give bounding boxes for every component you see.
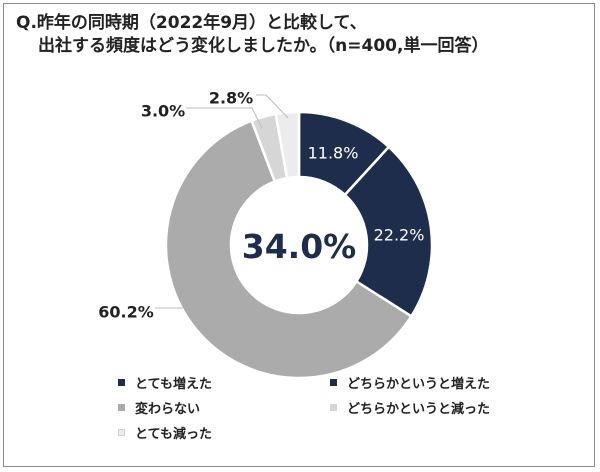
legend-item-2: 変わらない [118, 398, 330, 417]
donut-slice-2 [164, 119, 414, 380]
data-label-4: 2.8% [209, 89, 253, 108]
chart-title: Q.昨年の同時期（2022年9月）と比較して、 出社する頻度はどう変化しましたか… [16, 12, 488, 58]
title-line-1: Q.昨年の同時期（2022年9月）と比較して、 [16, 13, 367, 33]
legend-item-4: とても減った [118, 423, 330, 442]
legend-label-0: とても増えた [135, 377, 212, 392]
leader-line-4 [256, 94, 289, 119]
leader-lines [155, 94, 289, 309]
legend-label-1: どちらかというと増えた [347, 377, 491, 392]
legend-swatch-0 [118, 379, 125, 386]
title-line-2: 出社する頻度はどう変化しましたか。（n=400,単一回答） [38, 36, 489, 56]
legend-label-4: とても減った [135, 427, 212, 442]
donut-slices [164, 110, 434, 380]
donut-slice-1 [343, 145, 434, 318]
leader-line-3 [186, 107, 263, 129]
legend-item-3: どちらかというと減った [330, 398, 558, 417]
legend-label-2: 変わらない [135, 402, 201, 417]
legend-swatch-3 [330, 404, 337, 411]
legend-item-0: とても増えた [118, 373, 330, 392]
center-total-label: 34.0% [242, 227, 357, 266]
data-label-1: 22.2% [374, 226, 425, 245]
data-label-0: 11.8% [308, 144, 359, 163]
legend-swatch-1 [330, 379, 337, 386]
data-labels: 11.8% 22.2% 60.2% 3.0% 2.8% [98, 89, 424, 322]
legend-swatch-4 [118, 429, 125, 436]
data-label-3: 3.0% [141, 102, 185, 121]
legend-swatch-2 [118, 404, 125, 411]
legend-item-1: どちらかというと増えた [330, 373, 558, 392]
legend: とても増えた どちらかというと増えた 変わらない どちらかというと減った とても… [118, 373, 558, 442]
data-label-2: 60.2% [98, 303, 154, 322]
chart-frame [3, 3, 595, 467]
legend-label-3: どちらかというと減った [347, 402, 491, 417]
